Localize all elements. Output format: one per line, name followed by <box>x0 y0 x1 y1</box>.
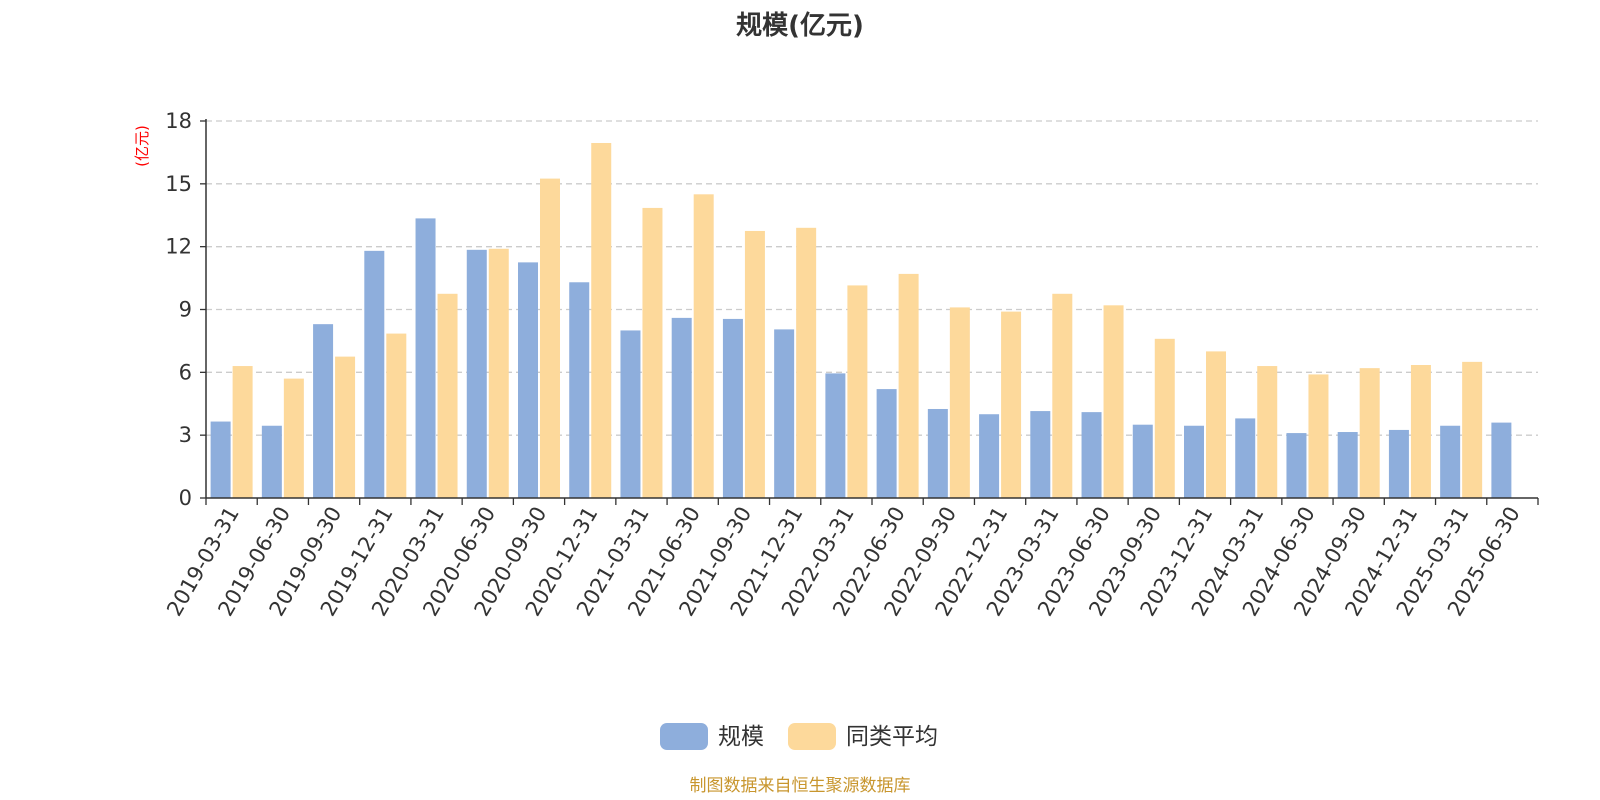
chart-title: 规模(亿元) <box>736 11 864 41</box>
y-tick-label: 15 <box>165 172 192 196</box>
y-tick-label: 18 <box>165 109 192 133</box>
bar-scale <box>1184 425 1204 498</box>
bar-peer-average <box>642 207 663 499</box>
y-axis-label: (亿元) <box>133 125 151 167</box>
bar-scale <box>722 318 743 498</box>
y-tick-label: 3 <box>179 423 192 447</box>
bar-peer-average <box>744 230 765 499</box>
bar-scale <box>1030 411 1051 498</box>
y-tick-label: 6 <box>179 360 192 384</box>
bar-scale <box>261 425 282 498</box>
bars <box>210 142 1512 499</box>
bar-peer-average <box>1206 351 1226 498</box>
bar-peer-average <box>1257 366 1278 498</box>
bar-scale <box>569 282 590 498</box>
bar-peer-average <box>1359 368 1380 498</box>
bar-peer-average <box>898 273 919 498</box>
bar-scale <box>1440 425 1461 498</box>
bar-scale <box>876 389 897 498</box>
bar-peer-average <box>437 293 458 498</box>
bar-scale <box>1388 429 1409 498</box>
bar-scale <box>825 373 846 498</box>
y-tick-label: 0 <box>179 486 192 510</box>
bar-scale <box>979 414 1000 498</box>
y-tick-label: 9 <box>179 298 192 322</box>
bar-scale <box>927 408 948 498</box>
bar-peer-average <box>591 142 612 498</box>
bar-peer-average <box>540 178 560 498</box>
bar-scale <box>1132 424 1153 498</box>
bar-peer-average <box>335 356 356 498</box>
bar-scale <box>671 317 692 498</box>
bar-scale <box>620 330 641 498</box>
bar-peer-average <box>386 333 407 498</box>
bar-peer-average <box>1308 374 1329 498</box>
bar-peer-average <box>1462 361 1483 498</box>
bar-peer-average <box>1154 338 1175 498</box>
bar-scale <box>1491 422 1512 498</box>
bar-peer-average <box>1001 311 1022 498</box>
y-tick-label: 12 <box>165 235 192 259</box>
bar-scale <box>1081 412 1102 498</box>
bar-scale <box>415 218 436 498</box>
bar-scale <box>518 262 538 498</box>
legend-label-scale: 规模 <box>718 724 764 750</box>
bar-peer-average <box>232 366 253 498</box>
bar-scale <box>774 329 795 498</box>
bar-scale <box>1286 433 1307 498</box>
y-ticks: 0 3 6 9 12 15 18 <box>165 109 206 510</box>
bar-peer-average <box>693 194 714 499</box>
bar-scale <box>466 249 487 498</box>
bar-peer-average <box>283 378 304 498</box>
bar-peer-average <box>1410 365 1431 498</box>
bar-scale <box>1235 418 1256 498</box>
bar-peer-average <box>1052 293 1073 498</box>
bar-scale <box>1337 432 1358 498</box>
bar-scale <box>210 421 231 498</box>
legend: 规模 同类平均 <box>660 723 938 750</box>
legend-swatch-scale <box>660 723 708 750</box>
legend-label-peer-average: 同类平均 <box>846 724 938 750</box>
bar-peer-average <box>796 227 817 499</box>
bar-scale <box>364 250 385 498</box>
x-ticks: 2019-03-312019-06-302019-09-302019-12-31… <box>162 498 1539 620</box>
bar-peer-average <box>488 248 509 498</box>
bar-peer-average <box>949 307 970 498</box>
legend-swatch-peer-average <box>788 723 836 750</box>
bar-peer-average <box>847 285 868 498</box>
source-note: 制图数据来自恒生聚源数据库 <box>690 776 911 796</box>
bar-peer-average <box>1103 305 1124 498</box>
bar-scale <box>313 324 334 498</box>
